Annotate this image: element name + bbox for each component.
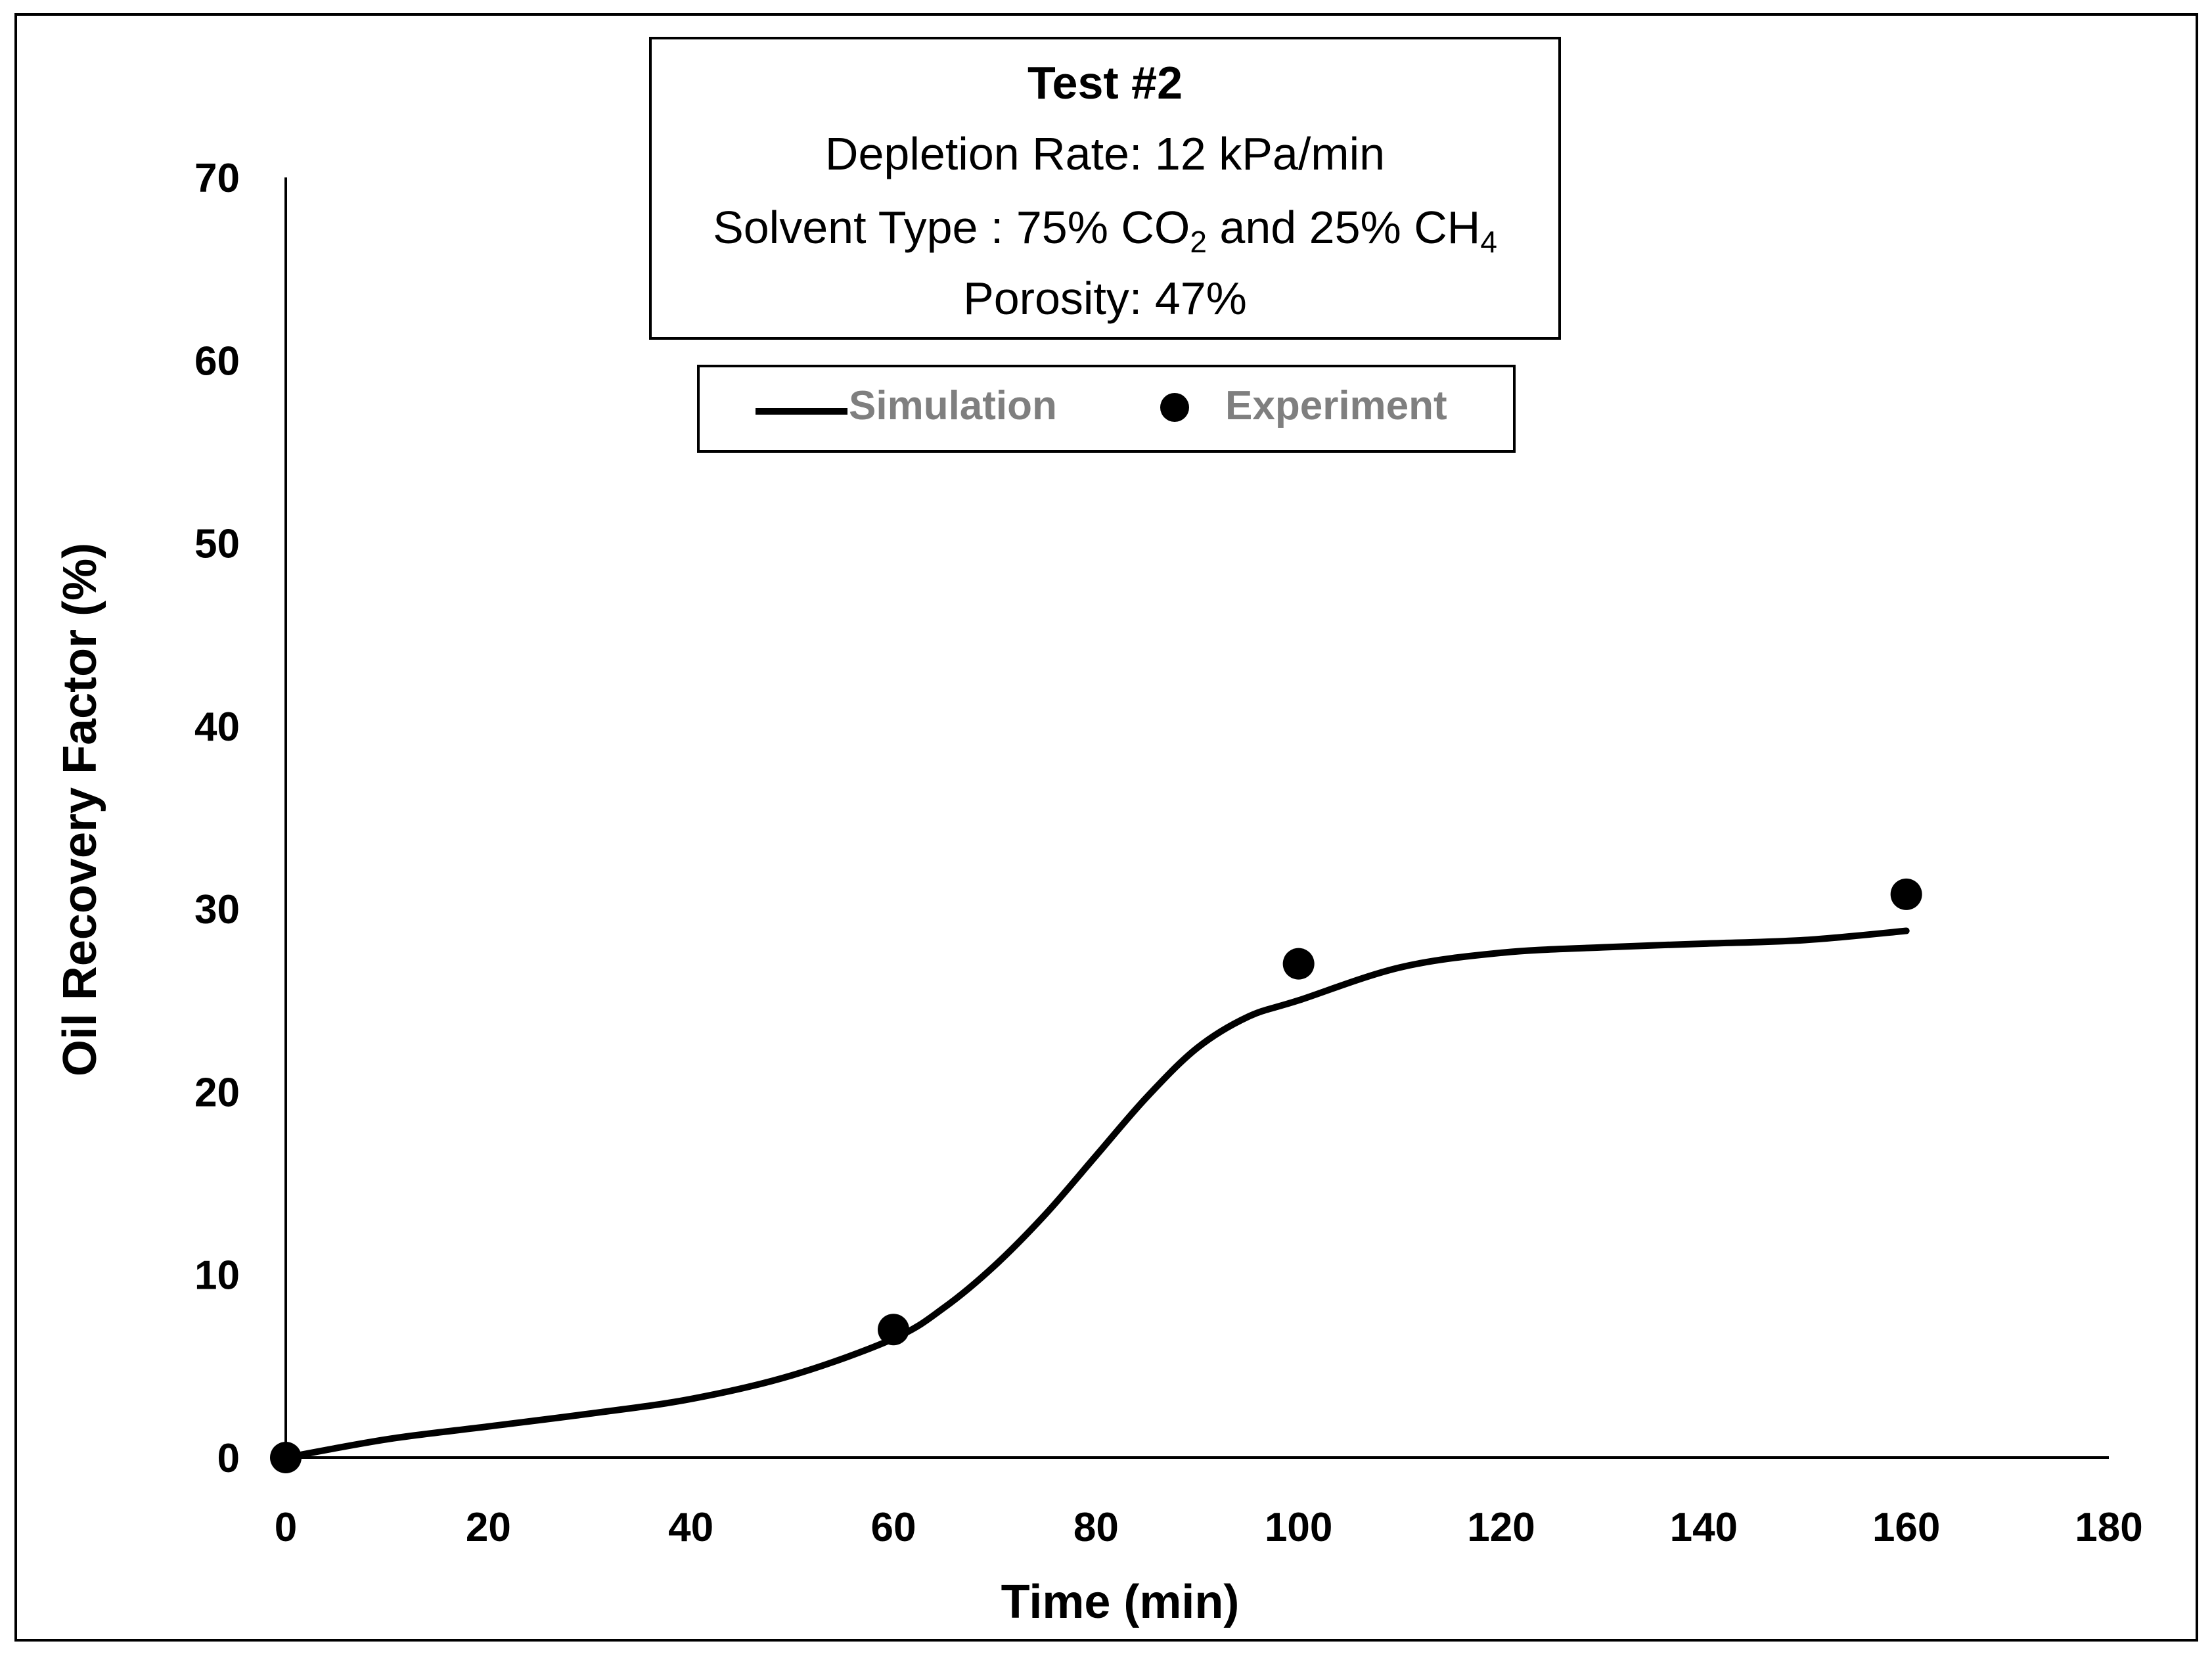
solvent-type-text: Solvent Type : 75% CO2 and 25% CH4 [713,202,1497,259]
y-tick-label: 70 [194,156,240,201]
series-layer [282,927,1910,1461]
experiment-point [1282,948,1315,980]
x-tick-label: 20 [466,1505,511,1550]
legend-marker-swatch [1160,393,1189,422]
solvent-prefix: Solvent Type : 75% CO [713,202,1190,253]
y-tick-label: 0 [217,1436,240,1481]
axes [284,177,2109,1459]
simulation-line [282,927,1910,1461]
chart-title: Test #2 [1027,57,1183,108]
solvent-subscript-ch4: 4 [1480,225,1497,259]
info-box-frame [649,37,1561,340]
x-tick-label: 100 [1265,1505,1332,1550]
solvent-subscript-co2: 2 [1190,225,1207,259]
x-tick-label: 120 [1467,1505,1535,1550]
y-tick-labels: 0 10 20 30 40 50 60 70 [194,156,240,1481]
info-box: Test #2 Depletion Rate: 12 kPa/min Solve… [649,37,1561,340]
y-tick-label: 30 [194,887,240,932]
x-tick-label: 80 [1073,1505,1119,1550]
depletion-rate-text: Depletion Rate: 12 kPa/min [825,128,1385,179]
x-tick-label: 140 [1670,1505,1738,1550]
legend-simulation-label: Simulation [849,383,1057,428]
experiment-points [270,878,1922,1473]
x-axis-title: Time (min) [1001,1576,1240,1628]
x-tick-label: 0 [275,1505,297,1550]
y-tick-label: 50 [194,522,240,567]
y-tick-label: 20 [194,1070,240,1115]
experiment-point [270,1442,302,1473]
x-tick-labels: 0 20 40 60 80 100 120 140 160 180 [275,1505,2143,1550]
legend-experiment-label: Experiment [1225,383,1447,428]
y-axis-title: Oil Recovery Factor (%) [54,543,106,1076]
x-tick-label: 160 [1872,1505,1940,1550]
experiment-point [1890,878,1922,910]
experiment-point [878,1314,909,1346]
y-tick-label: 40 [194,704,240,750]
x-tick-label: 60 [871,1505,916,1550]
porosity-text: Porosity: 47% [963,273,1247,324]
x-tick-label: 180 [2075,1505,2142,1550]
y-tick-label: 10 [194,1253,240,1299]
y-tick-label: 60 [194,338,240,384]
x-tick-label: 40 [668,1505,713,1550]
solvent-mid: and 25% CH [1207,202,1480,253]
legend: Simulation Experiment [697,365,1516,453]
